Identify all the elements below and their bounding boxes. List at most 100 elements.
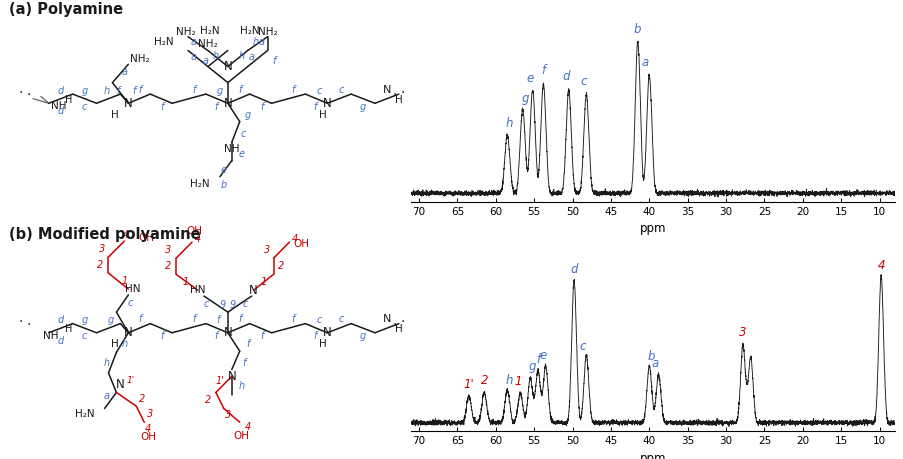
Text: f: f bbox=[313, 102, 317, 112]
Text: 2: 2 bbox=[278, 261, 284, 271]
X-axis label: ppm: ppm bbox=[639, 452, 666, 459]
Text: g: g bbox=[81, 86, 88, 95]
Text: 1: 1 bbox=[260, 277, 266, 287]
Text: f: f bbox=[260, 102, 263, 112]
Text: NH₂: NH₂ bbox=[257, 27, 277, 37]
Text: ·: · bbox=[19, 315, 23, 330]
Text: d: d bbox=[58, 106, 64, 116]
Text: h: h bbox=[506, 374, 513, 387]
Text: N: N bbox=[322, 97, 331, 110]
Text: 1': 1' bbox=[126, 376, 135, 386]
Text: 1: 1 bbox=[182, 277, 189, 287]
Text: N: N bbox=[322, 326, 331, 339]
Text: 2: 2 bbox=[98, 260, 104, 270]
Text: 9: 9 bbox=[229, 300, 236, 310]
Text: 1': 1' bbox=[215, 376, 224, 386]
Text: 4: 4 bbox=[145, 424, 151, 434]
Text: H₂N: H₂N bbox=[154, 38, 174, 47]
Text: g: g bbox=[359, 331, 366, 341]
Text: N: N bbox=[382, 314, 391, 324]
Text: c: c bbox=[316, 86, 321, 95]
Text: 2: 2 bbox=[139, 394, 145, 404]
Text: h: h bbox=[238, 51, 245, 61]
Text: N: N bbox=[249, 284, 257, 297]
Text: c: c bbox=[338, 84, 343, 95]
Text: h: h bbox=[121, 339, 127, 349]
Text: 3: 3 bbox=[739, 326, 746, 339]
Text: N: N bbox=[223, 97, 232, 110]
Text: 2: 2 bbox=[165, 261, 171, 271]
Text: f: f bbox=[161, 102, 163, 112]
Text: 9: 9 bbox=[219, 300, 226, 310]
Text: OH: OH bbox=[138, 233, 154, 242]
Text: a: a bbox=[191, 38, 197, 47]
Text: 4: 4 bbox=[877, 259, 884, 272]
Text: ·: · bbox=[27, 318, 31, 332]
Text: N: N bbox=[382, 84, 391, 95]
Text: ·: · bbox=[392, 318, 396, 332]
Text: a: a bbox=[202, 56, 209, 66]
Text: f: f bbox=[541, 64, 545, 77]
Text: OH: OH bbox=[234, 431, 249, 441]
Text: H: H bbox=[395, 95, 402, 105]
Text: N: N bbox=[116, 378, 125, 391]
Text: 3: 3 bbox=[99, 244, 106, 254]
Text: NH: NH bbox=[51, 101, 66, 111]
Text: f: f bbox=[237, 314, 241, 324]
Text: c: c bbox=[316, 315, 321, 325]
Text: f: f bbox=[292, 314, 294, 324]
Text: f: f bbox=[292, 84, 294, 95]
Text: H: H bbox=[395, 325, 402, 334]
Text: e: e bbox=[539, 349, 546, 363]
Text: H: H bbox=[319, 339, 327, 349]
Text: g: g bbox=[528, 360, 535, 373]
Text: H₂N: H₂N bbox=[239, 26, 259, 36]
Text: 2: 2 bbox=[205, 396, 210, 405]
Text: c: c bbox=[338, 314, 343, 324]
Text: a: a bbox=[650, 357, 657, 370]
Text: 1': 1' bbox=[463, 378, 474, 391]
Text: c: c bbox=[203, 299, 209, 309]
Text: N: N bbox=[223, 60, 232, 73]
Text: g: g bbox=[81, 315, 88, 325]
Text: h: h bbox=[212, 51, 219, 61]
Text: (a) Polyamine: (a) Polyamine bbox=[9, 2, 123, 17]
Text: HN: HN bbox=[190, 285, 206, 295]
Text: d: d bbox=[570, 263, 577, 276]
Text: f: f bbox=[192, 84, 195, 95]
Text: OH: OH bbox=[140, 432, 156, 442]
Text: a: a bbox=[103, 391, 109, 401]
Text: H₂N: H₂N bbox=[190, 179, 209, 189]
Text: H: H bbox=[319, 110, 327, 120]
Text: c: c bbox=[579, 340, 585, 353]
X-axis label: ppm: ppm bbox=[639, 222, 666, 235]
Text: ·: · bbox=[400, 86, 405, 100]
Text: H: H bbox=[65, 95, 72, 105]
Text: 4: 4 bbox=[195, 234, 200, 244]
Text: N: N bbox=[124, 326, 133, 339]
Text: b: b bbox=[633, 23, 641, 36]
Text: H₂N: H₂N bbox=[200, 26, 219, 36]
Text: f: f bbox=[535, 353, 539, 366]
Text: ·: · bbox=[19, 86, 23, 100]
Text: (b) Modified polyamine: (b) Modified polyamine bbox=[9, 227, 200, 242]
Text: f: f bbox=[246, 339, 249, 349]
Text: c: c bbox=[580, 75, 586, 88]
Text: f: f bbox=[161, 331, 163, 341]
Text: f: f bbox=[272, 56, 275, 66]
Text: f: f bbox=[237, 84, 241, 95]
Text: 3: 3 bbox=[225, 410, 230, 420]
Text: g: g bbox=[521, 92, 529, 106]
Text: H: H bbox=[110, 110, 118, 120]
Text: 4: 4 bbox=[245, 422, 250, 432]
Text: N: N bbox=[124, 97, 133, 110]
Text: 4: 4 bbox=[123, 230, 129, 240]
Text: e: e bbox=[526, 72, 534, 85]
Text: 3: 3 bbox=[265, 245, 270, 255]
Text: f: f bbox=[214, 331, 218, 341]
Text: c: c bbox=[82, 102, 88, 112]
Text: h: h bbox=[252, 38, 258, 47]
Text: H: H bbox=[110, 339, 118, 349]
Text: h: h bbox=[238, 381, 245, 391]
Text: NH₂: NH₂ bbox=[130, 54, 150, 63]
